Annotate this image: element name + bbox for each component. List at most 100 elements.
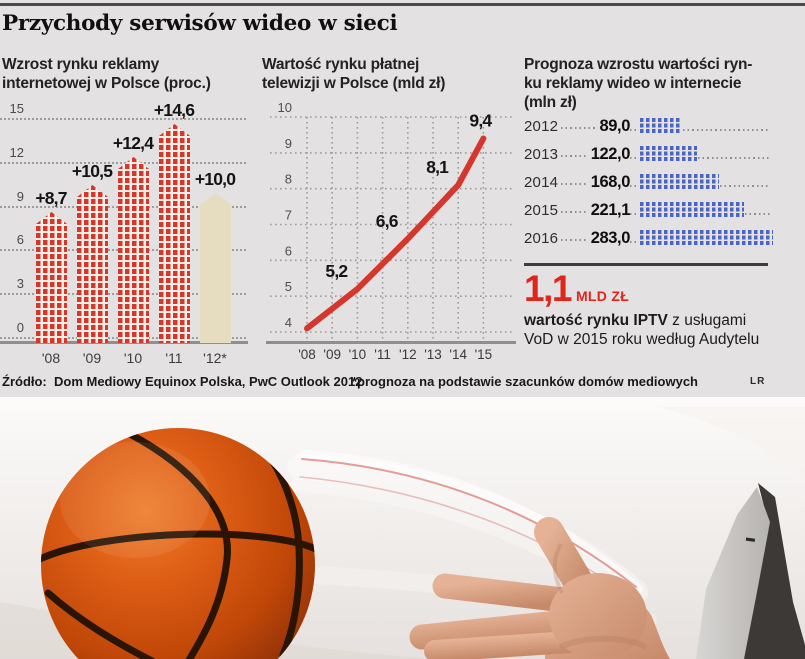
x-axis-baseline <box>266 341 516 344</box>
forecast-row: 2015 221,1 <box>524 196 770 224</box>
x-axis-tick: '12* <box>203 350 227 366</box>
x-axis-tick: '14 <box>449 347 467 362</box>
top-rule <box>0 3 805 6</box>
forecast-row-head: 2014 168,0 <box>524 173 630 192</box>
x-axis-tick: '15 <box>475 347 493 362</box>
y-axis-tick: 6 <box>285 243 292 258</box>
video-ad-forecast-rows: 2012 89,0 2013 122,0 2014 168,0 2015 221,1 2016 2… <box>524 112 773 252</box>
x-axis-tick: '11 <box>374 347 391 362</box>
x-axis-tick: '12 <box>399 347 417 362</box>
trend-line <box>304 135 487 332</box>
forecast-row-head: 2016 283,0 <box>524 229 630 248</box>
page-title: Przychody serwisów wideo w sieci <box>2 11 398 36</box>
bar-chart-title: Wzrost rynku reklamy internetowej w Pols… <box>2 55 211 93</box>
x-axis-tick: '09 <box>82 350 102 366</box>
forecast-bar <box>640 202 744 218</box>
x-axis-tick: '10 <box>123 350 143 366</box>
palm <box>549 573 647 659</box>
dotted-leader <box>630 212 639 215</box>
bar <box>200 193 231 343</box>
forecast-title-line3: (mln zł) <box>524 94 577 111</box>
internet-ad-growth-bar-chart: 15 12 9 6 3 0 +8,7 '08 +10,5 '09 +12,4 '10 +14,6 '11 +… <box>0 98 250 378</box>
y-axis-tick: 0 <box>16 320 24 335</box>
forecast-row: 2014 168,0 <box>524 168 770 196</box>
point-value-label: 8,1 <box>426 157 449 177</box>
forecast-value: 89,0 <box>599 116 630 135</box>
forecast-footnote: *prognoza na podstawie szacunków domów m… <box>352 374 698 389</box>
forecast-bar <box>640 174 719 190</box>
forecast-row: 2016 283,0 <box>524 224 773 252</box>
forecast-row-head: 2015 221,1 <box>524 201 630 220</box>
bar <box>77 185 108 343</box>
dotted-leader <box>630 240 639 243</box>
bar-value-label: +8,7 <box>35 188 67 208</box>
bar-value-label: +14,6 <box>153 100 195 120</box>
dotted-leader <box>630 184 639 187</box>
y-axis-tick: 9 <box>285 136 292 151</box>
highlight-unit: MLD ZŁ <box>575 288 630 304</box>
gridline <box>0 161 246 164</box>
bar <box>159 124 190 343</box>
infographic-panel: Przychody serwisów wideo w sieci Wzrost … <box>0 3 805 394</box>
bar-value-label: +10,5 <box>71 161 113 181</box>
gridline <box>0 118 246 120</box>
dotted-leader <box>561 155 588 157</box>
highlight-caption: wartość rynku IPTV z usługami VoD w 2015… <box>524 311 766 349</box>
x-axis-tick: '13 <box>424 347 442 362</box>
y-axis-tick: 8 <box>285 172 292 187</box>
dotted-leader <box>561 239 588 241</box>
highlight-rule <box>524 263 768 266</box>
forecast-value: 168,0 <box>590 172 631 191</box>
y-axis-tick: 6 <box>16 232 24 248</box>
x-axis-tick: '08 <box>41 350 61 366</box>
y-axis-tick: 10 <box>278 100 292 115</box>
basketball <box>41 428 315 659</box>
index-finger <box>432 573 585 614</box>
source-note: Źródło: Dom Mediowy Equinox Polska, PwC … <box>2 374 363 389</box>
x-axis-tick: '08 <box>298 347 316 362</box>
y-axis-tick: 9 <box>16 188 24 204</box>
background-light-streak <box>660 407 805 482</box>
forecast-value: 221,1 <box>590 200 631 219</box>
point-value-label: 5,2 <box>325 261 348 281</box>
y-axis-tick: 3 <box>16 276 24 292</box>
thumb-crease <box>552 542 564 594</box>
y-axis-tick: 12 <box>9 144 24 160</box>
basketball-highlight <box>60 442 210 558</box>
forecast-bar <box>640 118 682 134</box>
y-axis-tick: 7 <box>285 208 292 223</box>
dotted-leader <box>561 211 588 213</box>
footer: Źródło: Dom Mediowy Equinox Polska, PwC … <box>0 374 805 394</box>
bar-chart-title-line2: internetowej w Polsce (proc.) <box>2 75 211 92</box>
forecast-row-head: 2012 89,0 <box>524 117 630 136</box>
line-chart-title-line1: Wartość rynku płatnej <box>262 56 420 73</box>
bar-chart-title-line1: Wzrost rynku reklamy <box>2 56 160 73</box>
y-axis-tick: 4 <box>285 315 292 330</box>
highlight-figure: 1,1 MLD ZŁ <box>524 270 770 307</box>
highlight-caption-lead: wartość rynku IPTV <box>524 312 668 329</box>
laptop-webcam-notch <box>745 537 756 542</box>
highlight-caption-rest: z usługami VoD w 2015 roku według Audyte… <box>524 312 760 348</box>
forecast-row: 2012 89,0 <box>524 112 770 140</box>
laptop-screen-edge <box>738 483 805 659</box>
hand <box>409 517 670 659</box>
x-axis-tick: '11 <box>165 350 183 366</box>
laptop <box>696 483 805 659</box>
point-value-label: 6,6 <box>376 211 399 231</box>
laptop-screen-face <box>696 487 770 659</box>
line-chart-title: Wartość rynku płatnej telewizji w Polsce… <box>262 55 445 93</box>
x-axis-tick: '09 <box>323 347 341 362</box>
forecast-bar <box>640 146 697 162</box>
dotted-leader <box>630 156 639 159</box>
forecast-year: 2014 <box>524 173 559 191</box>
point-value-label: 9,4 <box>469 111 492 131</box>
forecast-row: 2013 122,0 <box>524 140 770 168</box>
palm-crease <box>558 635 648 650</box>
dotted-leader <box>683 128 770 131</box>
forecast-value: 122,0 <box>590 144 631 163</box>
dotted-leader <box>630 128 639 131</box>
forecast-year: 2015 <box>524 201 559 219</box>
forecast-year: 2012 <box>524 117 559 135</box>
forecast-year: 2016 <box>524 229 559 247</box>
